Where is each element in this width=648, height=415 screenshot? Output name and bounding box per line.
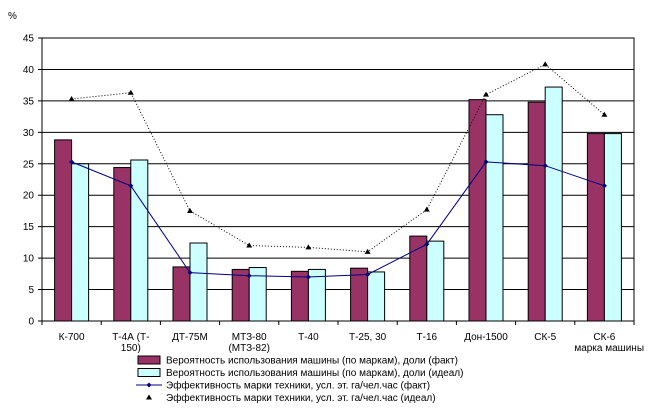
bar — [189, 242, 208, 322]
series-point — [424, 241, 430, 247]
y-tick-label: 0 — [28, 317, 34, 328]
bar — [350, 267, 369, 322]
series-point — [601, 183, 607, 189]
legend-marker — [146, 382, 152, 388]
lines — [68, 61, 608, 280]
series-point — [246, 273, 252, 279]
series-point — [601, 111, 608, 117]
y-tick-label: 40 — [23, 65, 35, 76]
series-point — [68, 96, 75, 102]
series-point — [127, 89, 134, 95]
series-point — [483, 159, 489, 165]
bar — [130, 159, 149, 322]
y-tick-label: 5 — [28, 285, 34, 296]
series-point — [365, 271, 371, 277]
series-point — [305, 274, 311, 280]
legend-swatch — [137, 355, 161, 365]
x-axis-ticks: К-700 Т-4А (Т-150) ДТ-75М МТЗ-80(МТЗ-82) Т-4… — [41, 321, 635, 354]
x-tick-label: ДТ-75М — [172, 332, 208, 343]
y-tick-label: 30 — [23, 128, 35, 139]
x-axis-label: марка машины — [574, 343, 644, 354]
bar — [586, 133, 605, 322]
y-tick-label: 45 — [23, 34, 35, 45]
legend-label: Эффективность марки техники, усл. эт. га… — [166, 392, 436, 404]
bar — [468, 99, 487, 322]
series-point — [187, 270, 193, 276]
series-point — [542, 61, 549, 67]
bar — [71, 163, 90, 322]
x-tick-label: К-700 — [59, 332, 85, 343]
series-point — [542, 163, 548, 169]
x-tick-label: (МТЗ-82) — [228, 343, 269, 354]
x-tick-label: Т-40 — [298, 332, 319, 343]
bar — [113, 167, 132, 322]
y-tick-label: 35 — [23, 96, 35, 107]
x-tick-label: Дон-1500 — [464, 332, 508, 343]
bar — [248, 267, 267, 322]
x-tick-label: СК-6 — [593, 332, 615, 343]
y-tick-label: 25 — [23, 159, 35, 170]
bar — [367, 271, 386, 322]
bars — [54, 86, 622, 322]
bar — [603, 133, 622, 322]
y-axis-ticks: 0 5 10 15 20 25 30 35 40 45 — [23, 34, 42, 328]
bar — [307, 268, 326, 322]
series-line — [71, 161, 605, 278]
series-point — [364, 248, 371, 254]
legend: Вероятность использования машины (по мар… — [136, 355, 463, 404]
bar — [231, 268, 250, 322]
bar — [485, 114, 504, 322]
bar — [544, 86, 563, 322]
series-line — [71, 63, 605, 253]
series-point — [246, 242, 253, 248]
x-tick-label: Т-4А (Т- — [112, 332, 149, 343]
legend-label: Вероятность использования машины (по мар… — [166, 355, 458, 367]
legend-label: Вероятность использования машины (по мар… — [166, 368, 463, 379]
series-point — [187, 207, 193, 213]
bar — [290, 270, 309, 322]
y-tick-label: 20 — [23, 191, 35, 202]
x-tick-label: СК-5 — [534, 332, 556, 343]
x-tick-label: Т-25, 30 — [349, 332, 387, 343]
legend-label: Эффективность марки техники, усл. эт. га… — [166, 380, 430, 392]
x-tick-label: МТЗ-80 — [232, 332, 267, 343]
series-point — [69, 159, 75, 165]
legend-marker — [146, 394, 152, 400]
series-point — [128, 183, 134, 189]
x-tick-label: Т-16 — [417, 332, 438, 343]
series-point — [423, 206, 430, 212]
y-axis-label: % — [8, 11, 17, 22]
series-point — [305, 244, 312, 250]
bar — [172, 266, 191, 322]
series-point — [483, 91, 489, 97]
legend-swatch — [137, 368, 161, 377]
y-tick-label: 15 — [23, 222, 35, 233]
bar — [527, 101, 546, 322]
bar — [426, 240, 445, 322]
y-tick-label: 10 — [23, 254, 35, 265]
bar — [54, 139, 73, 322]
x-tick-label: 150) — [121, 343, 141, 354]
